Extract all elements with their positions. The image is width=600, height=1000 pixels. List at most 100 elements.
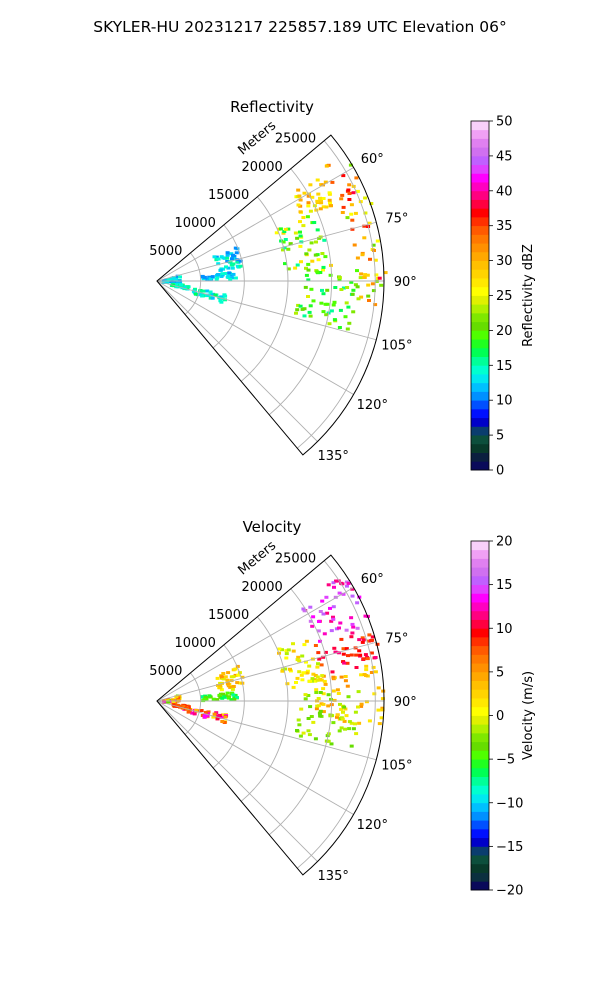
echo-pixel	[200, 274, 205, 278]
echo-pixel	[314, 688, 319, 692]
echo-pixel	[331, 675, 336, 679]
echo-pixel	[291, 685, 296, 689]
echo-pixel	[351, 191, 356, 195]
colorbar-swatch	[471, 190, 489, 200]
range-tick-label: 10000	[175, 216, 216, 231]
echo-pixel	[171, 276, 176, 279]
echo-pixel	[339, 197, 344, 201]
echo-pixel	[228, 685, 233, 689]
echo-pixel	[358, 276, 363, 280]
colorbar-swatch	[471, 602, 489, 612]
echo-pixel	[226, 696, 231, 700]
colorbar-swatch	[471, 584, 489, 594]
echo-pixel	[286, 267, 291, 271]
echo-pixel	[238, 259, 243, 263]
echo-pixel	[312, 221, 317, 224]
echo-pixel	[282, 246, 287, 250]
echo-pixel	[341, 647, 346, 651]
echo-pixel	[350, 218, 355, 222]
echo-pixel	[356, 705, 360, 709]
echo-pixel	[334, 627, 339, 631]
echo-pixel	[302, 307, 307, 311]
echo-pixel	[308, 619, 313, 623]
echo-pixel	[371, 289, 376, 293]
echo-pixel	[298, 734, 303, 738]
echo-pixel	[369, 651, 374, 655]
echo-pixel	[314, 707, 319, 711]
echo-pixel	[331, 303, 336, 307]
echo-pixel	[315, 270, 320, 274]
azimuth-tick-label: 135°	[318, 869, 349, 884]
echo-pixel	[373, 258, 378, 262]
echo-pixel	[232, 696, 237, 700]
echo-pixel	[230, 691, 235, 695]
echo-pixel	[355, 601, 360, 605]
echo-pixel	[293, 266, 298, 270]
echo-pixel	[370, 282, 375, 286]
echo-pixel	[295, 308, 300, 312]
echo-pixel	[225, 678, 230, 682]
echo-pixel	[318, 271, 323, 274]
echo-pixel	[353, 211, 358, 215]
echo-pixel	[349, 203, 354, 207]
echo-pixel	[235, 260, 240, 264]
echo-pixel	[321, 612, 326, 616]
echo-pixel	[283, 238, 288, 241]
echo-pixel	[298, 230, 302, 234]
echo-pixel	[357, 649, 362, 653]
radial-axis-label: Meters	[235, 538, 279, 578]
echo-pixel	[354, 176, 359, 180]
colorbar-swatch	[471, 549, 489, 559]
echo-pixel	[315, 704, 320, 708]
echo-pixel	[280, 648, 284, 652]
colorbar-tick-label: 10	[496, 394, 513, 409]
echo-pixel	[323, 180, 328, 184]
echo-pixel	[370, 638, 375, 642]
colorbar-swatch	[471, 628, 489, 638]
colorbar-swatch	[471, 295, 489, 305]
echo-pixel	[313, 679, 318, 683]
echo-pixel	[376, 708, 381, 712]
echo-pixel	[231, 675, 236, 679]
echo-pixel	[302, 314, 307, 318]
colorbar-swatch	[471, 173, 489, 183]
echo-pixel	[301, 671, 306, 675]
echo-pixel	[337, 591, 342, 595]
echo-pixel	[306, 262, 311, 266]
colorbar-tick-label: 50	[496, 115, 513, 130]
echo-pixel	[200, 294, 205, 298]
echo-pixel	[375, 642, 380, 646]
colorbar-swatch	[471, 147, 489, 157]
colorbar-swatch	[471, 182, 489, 192]
echo-pixel	[219, 688, 224, 692]
echo-pixel	[316, 258, 321, 262]
colorbar-swatch	[471, 741, 489, 751]
echo-pixel	[321, 268, 325, 272]
colorbar-swatch	[471, 321, 489, 331]
echo-pixel	[321, 710, 326, 714]
echo-pixel	[373, 303, 378, 307]
echo-pixel	[171, 703, 176, 707]
echo-pixel	[173, 277, 178, 281]
echo-pixel	[162, 700, 167, 704]
echo-pixel	[222, 721, 227, 724]
echo-pixel	[301, 216, 306, 219]
range-ring	[297, 560, 376, 869]
echo-pixel	[349, 744, 354, 748]
colorbar-swatch	[471, 138, 489, 148]
azimuth-gridline	[156, 641, 377, 702]
echo-pixel	[225, 260, 230, 263]
echo-pixel	[221, 256, 226, 260]
echo-pixel	[309, 241, 314, 245]
echo-pixel	[343, 315, 348, 319]
colorbar-swatch	[471, 435, 489, 445]
echo-pixel	[302, 643, 307, 647]
echo-pixel	[359, 702, 364, 706]
echo-pixel	[318, 677, 323, 681]
echo-pixel	[347, 720, 352, 724]
echo-pixel	[340, 193, 345, 197]
echo-pixel	[357, 638, 362, 642]
colorbar-tick-label: 40	[496, 184, 513, 199]
echo-pixel	[316, 697, 321, 700]
